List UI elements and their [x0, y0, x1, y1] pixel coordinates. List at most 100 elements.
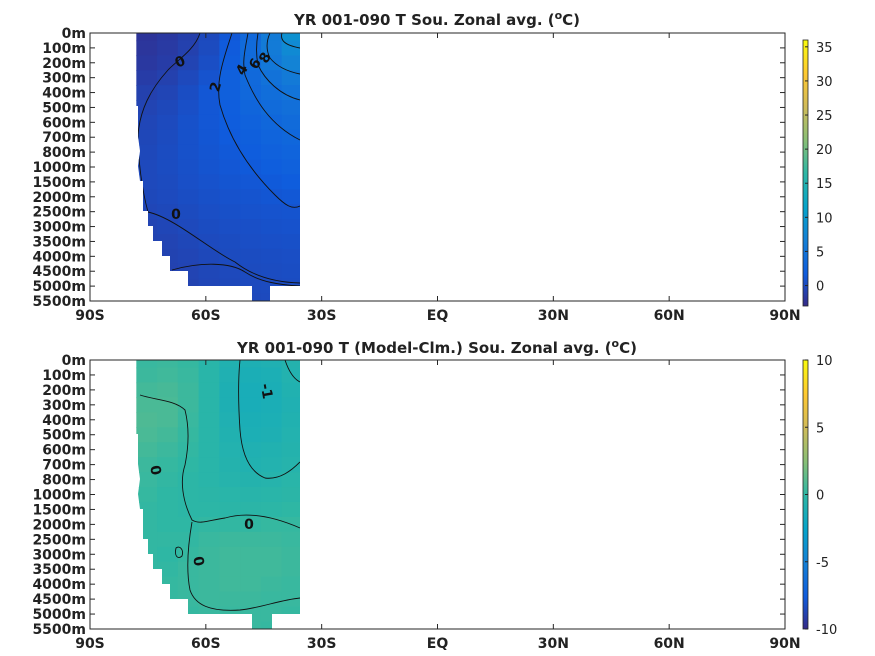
heatmap-cell — [219, 100, 241, 116]
heatmap-cell — [177, 114, 200, 131]
x-tick-label: 30S — [307, 636, 337, 652]
heatmap-cell — [281, 442, 300, 458]
heatmap-cell — [240, 472, 262, 488]
heatmap-cell — [281, 427, 300, 443]
heatmap-cell — [260, 457, 283, 473]
y-tick-label: 500m — [42, 100, 86, 116]
y-tick-label: 1500m — [32, 502, 86, 518]
heatmap-cell — [260, 427, 283, 443]
x-tick-label: 30N — [538, 636, 569, 652]
heatmap-cell — [240, 367, 262, 384]
heatmap-cell — [177, 397, 200, 414]
contour-label: 2 — [207, 80, 225, 94]
heatmap-cell — [177, 144, 200, 161]
contour-labels: -1 0 0 0 — [146, 382, 275, 567]
contour-line-10 — [281, 33, 300, 49]
heatmap-cell — [157, 546, 179, 563]
heatmap-cell — [281, 263, 300, 280]
heatmap-cell — [281, 546, 300, 563]
heatmap-cell — [260, 55, 283, 72]
heatmap-cell — [157, 85, 179, 101]
heatmap-cell — [281, 412, 300, 429]
heatmap-cell — [240, 397, 262, 414]
heatmap-cell — [177, 33, 200, 42]
heatmap-cell — [219, 219, 241, 235]
heatmap-cell — [219, 561, 241, 578]
y-tick-label: 0m — [62, 26, 86, 42]
contour-line-0a — [139, 394, 300, 529]
heatmap-cell — [198, 40, 221, 57]
heatmap-cell — [157, 382, 179, 399]
heatmap-cell — [157, 40, 179, 57]
heatmap-cell — [260, 472, 283, 488]
y-axis: 0m100m200m300m400m500m600m700m800m1000m1… — [32, 353, 785, 638]
contour-line-6 — [256, 33, 300, 101]
contour-lines — [139, 360, 300, 611]
contour-label: -1 — [257, 382, 275, 400]
heatmap-cell — [240, 144, 262, 161]
heatmap-cell — [260, 263, 283, 280]
heatmap-cell — [136, 412, 158, 429]
y-tick-label: 4000m — [32, 577, 86, 593]
heatmap-cell — [281, 40, 300, 57]
y-tick-label: 2000m — [32, 190, 86, 206]
heatmap-cell — [260, 234, 283, 250]
heatmap-cell — [219, 360, 241, 369]
heatmap-cell — [240, 427, 262, 443]
heatmap-cell — [281, 70, 300, 86]
heatmap-cell — [240, 412, 262, 429]
y-tick-label: 400m — [42, 413, 86, 429]
heatmap-cell — [219, 546, 241, 563]
heatmap-cell — [219, 85, 241, 101]
y-tick-label: 300m — [42, 71, 86, 87]
heatmap-cell — [281, 33, 300, 42]
heatmap-cell — [136, 40, 158, 57]
heatmap-cell — [240, 219, 262, 235]
colorbar-tick-label: 0 — [816, 280, 824, 295]
heatmap-cell — [260, 442, 283, 458]
x-axis: 90S 60S 30S EQ 30N 60N 90N — [75, 360, 801, 652]
y-axis: 0m100m200m300m400m500m600m700m800m1000m1… — [32, 26, 785, 310]
heatmap-cell — [219, 531, 241, 548]
heatmap-cell — [260, 219, 283, 235]
y-tick-label: 4500m — [32, 592, 86, 608]
heatmap-cell — [177, 100, 200, 116]
heatmap-cell — [157, 55, 179, 72]
heatmap-cell — [260, 591, 283, 608]
heatmap-cell — [240, 360, 262, 369]
heatmap-cell — [177, 367, 200, 384]
heatmap-cell — [136, 100, 158, 116]
heatmap-cell — [219, 487, 241, 503]
heatmap-cell — [157, 472, 179, 488]
heatmap-cell — [219, 159, 241, 176]
heatmap-cell — [198, 531, 221, 548]
heatmap-cell — [198, 360, 221, 369]
heatmap-cell — [198, 33, 221, 42]
heatmap-cell — [240, 70, 262, 86]
y-tick-label: 1500m — [32, 175, 86, 191]
heatmap-cell — [260, 129, 283, 146]
heatmap-cell — [136, 397, 158, 414]
heatmap-cell — [177, 501, 200, 518]
heatmap-cell — [281, 204, 300, 220]
colorbar-tick-label: 30 — [816, 75, 833, 90]
heatmap-cell — [177, 248, 200, 265]
heatmap-cell — [260, 40, 283, 57]
heatmap-cell — [177, 427, 200, 443]
heatmap-cell — [281, 382, 300, 399]
x-tick-label: 30S — [307, 308, 337, 324]
heatmap-cell — [281, 360, 300, 369]
heatmap-cell — [281, 457, 300, 473]
colorbar-ticks: 0 5 10 15 20 25 30 35 — [805, 41, 833, 295]
heatmap-cell — [177, 85, 200, 101]
heatmap-cell — [198, 100, 221, 116]
heatmap-cell — [219, 55, 241, 72]
y-tick-label: 500m — [42, 428, 86, 444]
heatmap-cell — [219, 189, 241, 206]
y-tick-label: 0m — [62, 353, 86, 369]
heatmap-cell — [240, 85, 262, 101]
heatmap-cell — [260, 204, 283, 220]
heatmap-cell — [260, 531, 283, 548]
heatmap-cell — [240, 546, 262, 563]
